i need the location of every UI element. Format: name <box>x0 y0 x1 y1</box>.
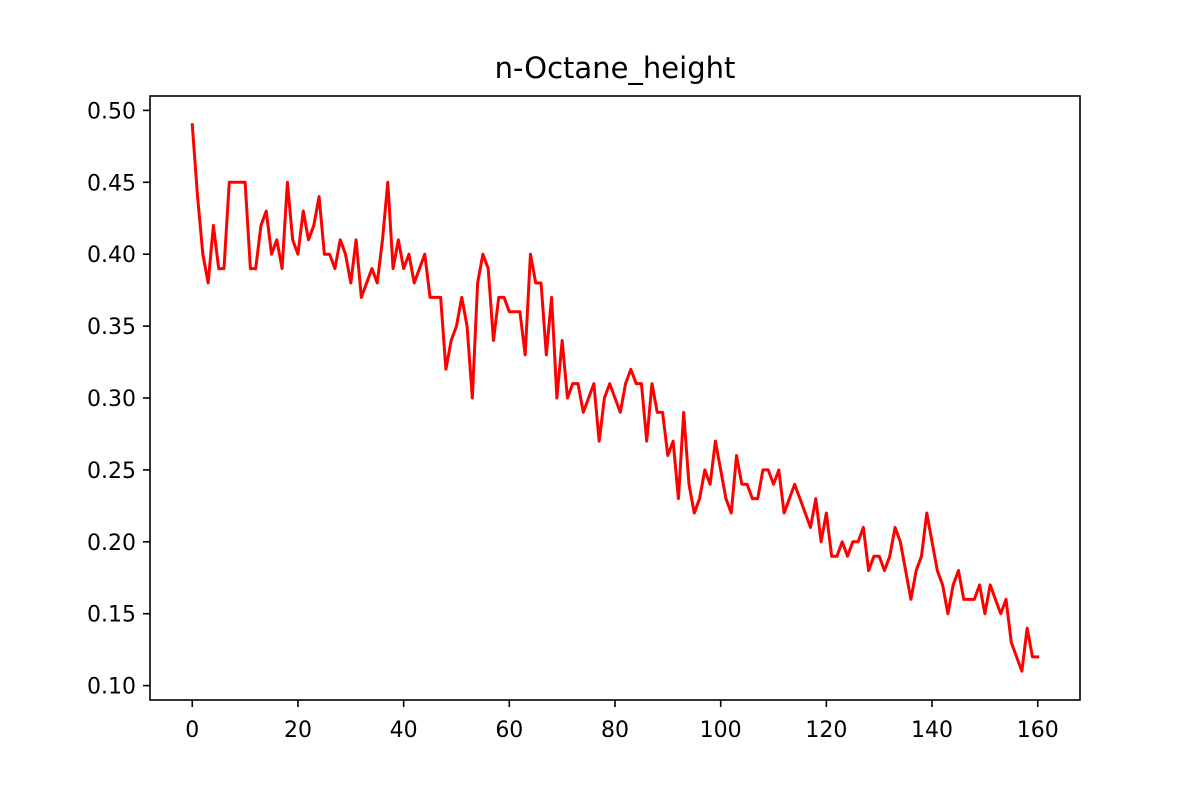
y-tick-label: 0.50 <box>87 99 136 124</box>
x-tick-label: 160 <box>1017 718 1059 743</box>
chart-title: n-Octane_height <box>495 51 736 85</box>
y-tick-label: 0.20 <box>87 531 136 556</box>
y-tick-label: 0.45 <box>87 171 136 196</box>
x-tick-label: 100 <box>700 718 742 743</box>
y-tick-label: 0.40 <box>87 243 136 268</box>
axis-ticks: 0 20 40 60 80 100 120 140 160 0.10 0.15 0.20 0.25 0.3… <box>87 99 1059 743</box>
x-tick-label: 20 <box>284 718 312 743</box>
y-tick-label: 0.15 <box>87 603 136 628</box>
y-tick-label: 0.30 <box>87 387 136 412</box>
y-tick-label: 0.35 <box>87 315 136 340</box>
y-tick-label: 0.25 <box>87 459 136 484</box>
x-tick-label: 140 <box>911 718 953 743</box>
series-points <box>192 124 1038 672</box>
x-tick-label: 60 <box>495 718 523 743</box>
x-tick-label: 80 <box>601 718 629 743</box>
plot-frame <box>149 95 1081 701</box>
x-tick-label: 120 <box>805 718 847 743</box>
y-tick-label: 0.10 <box>87 675 136 700</box>
x-tick-label: 40 <box>390 718 418 743</box>
x-tick-label: 0 <box>185 718 199 743</box>
